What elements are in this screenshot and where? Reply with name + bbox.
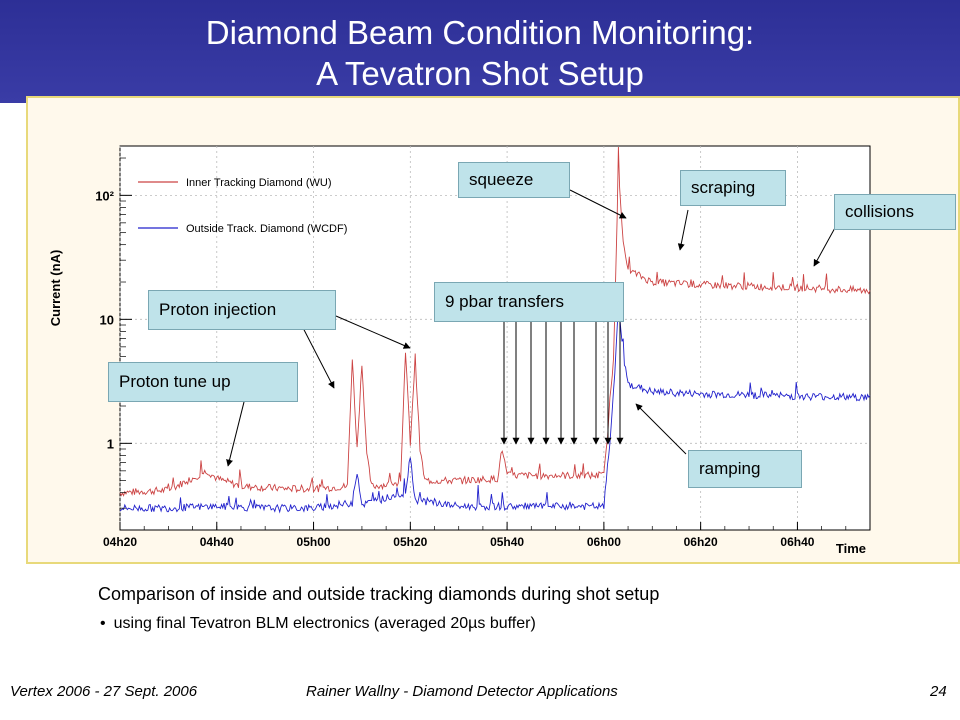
- annotation-proton-injection: Proton injection: [148, 290, 336, 330]
- legend: Inner Tracking Diamond (WU) Outside Trac…: [138, 177, 347, 235]
- x-tick-label: 04h40: [200, 535, 234, 549]
- y-tick-label: 1: [107, 436, 114, 451]
- x-axis-label: Time: [836, 541, 866, 556]
- slide-title: Diamond Beam Condition Monitoring: A Tev…: [0, 12, 960, 94]
- x-tick-label: 04h20: [103, 535, 137, 549]
- legend-label-outside: Outside Track. Diamond (WCDF): [186, 223, 347, 235]
- series-line-1: [119, 305, 871, 514]
- y-tick-label: 10: [100, 312, 114, 327]
- x-tick-label: 06h20: [684, 535, 718, 549]
- x-tick-label: 05h20: [393, 535, 427, 549]
- footer-author: Rainer Wallny - Diamond Detector Applica…: [306, 683, 618, 700]
- x-tick-label: 06h00: [587, 535, 621, 549]
- annotation-arrow: [813, 225, 837, 267]
- y-tick-label: 10²: [95, 188, 114, 203]
- annotation-scraping: scraping: [680, 170, 786, 206]
- y-axis-label: Current (nA): [48, 250, 63, 327]
- x-tick-label: 05h00: [297, 535, 331, 549]
- title-line-2: A Tevatron Shot Setup: [316, 55, 644, 92]
- annotation-arrow: [299, 321, 335, 389]
- annotation-arrow: [677, 209, 689, 251]
- footer-conference: Vertex 2006 - 27 Sept. 2006: [10, 683, 198, 700]
- annotation-squeeze: squeeze: [458, 162, 570, 198]
- title-banner: [0, 0, 960, 103]
- x-tick-label: 06h40: [780, 535, 814, 549]
- annotation-arrow: [569, 189, 627, 219]
- annotation-arrow: [226, 401, 245, 467]
- bullet-dot: •: [100, 615, 106, 632]
- figure-caption: Comparison of inside and outside trackin…: [98, 584, 660, 604]
- title-line-1: Diamond Beam Condition Monitoring:: [205, 14, 755, 51]
- annotation-ramping: ramping: [688, 450, 802, 488]
- x-tick-label: 05h40: [490, 535, 524, 549]
- bullet-text: using final Tevatron BLM electronics (av…: [113, 615, 536, 632]
- chart-frame: 04h20 04h40 05h00 05h20 05h40 06h00 06h20 06h40…: [26, 96, 960, 564]
- annotation-9-pbar-transfers: 9 pbar transfers: [434, 282, 624, 322]
- series-line-0: [119, 146, 871, 497]
- bullet-note: • using final Tevatron BLM electronics (a…: [100, 615, 536, 633]
- legend-label-inner: Inner Tracking Diamond (WU): [186, 177, 332, 189]
- annotation-proton-tune-up: Proton tune up: [108, 362, 298, 402]
- annotation-arrow: [635, 403, 687, 455]
- annotation-arrows: [226, 189, 837, 467]
- annotation-arrow: [335, 315, 411, 349]
- page-number: 24: [930, 683, 947, 700]
- annotation-collisions: collisions: [834, 194, 956, 230]
